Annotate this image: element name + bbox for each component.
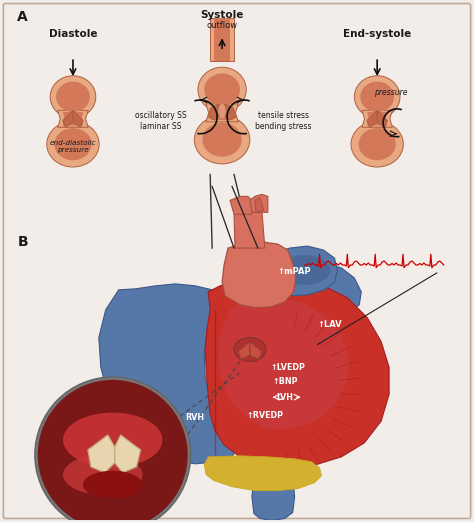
Text: pressure: pressure	[374, 89, 408, 98]
Text: ↑BNP: ↑BNP	[273, 377, 299, 386]
Text: ↑mPAP: ↑mPAP	[278, 267, 311, 277]
Polygon shape	[224, 104, 236, 120]
Ellipse shape	[56, 81, 90, 112]
Ellipse shape	[355, 76, 400, 118]
Text: B: B	[17, 235, 28, 249]
Text: A: A	[17, 10, 28, 25]
Ellipse shape	[234, 338, 266, 361]
Polygon shape	[205, 277, 389, 467]
Text: oscillatory SS
laminar SS: oscillatory SS laminar SS	[135, 111, 186, 130]
Ellipse shape	[202, 123, 242, 157]
Polygon shape	[362, 110, 392, 127]
Polygon shape	[73, 110, 83, 127]
Polygon shape	[206, 104, 238, 122]
Polygon shape	[99, 284, 238, 464]
Text: ↑RVEDP: ↑RVEDP	[246, 411, 283, 420]
Text: ↑LAV: ↑LAV	[317, 320, 342, 329]
Polygon shape	[255, 197, 264, 212]
Polygon shape	[211, 106, 233, 120]
Ellipse shape	[359, 128, 396, 160]
Ellipse shape	[351, 122, 403, 167]
Polygon shape	[238, 341, 250, 360]
Polygon shape	[214, 18, 230, 61]
Ellipse shape	[50, 76, 96, 118]
Polygon shape	[250, 341, 262, 360]
Text: Diastole: Diastole	[49, 29, 97, 39]
Ellipse shape	[204, 74, 240, 106]
Polygon shape	[270, 262, 361, 318]
Polygon shape	[367, 110, 377, 127]
Polygon shape	[222, 242, 296, 308]
Ellipse shape	[360, 81, 394, 112]
Ellipse shape	[219, 104, 226, 118]
Text: RVH: RVH	[186, 412, 205, 422]
Polygon shape	[63, 112, 83, 126]
Polygon shape	[209, 104, 220, 120]
Ellipse shape	[63, 412, 163, 467]
Ellipse shape	[198, 67, 246, 112]
Polygon shape	[377, 110, 387, 127]
Polygon shape	[63, 110, 73, 127]
Polygon shape	[250, 194, 268, 212]
Polygon shape	[218, 298, 349, 429]
Polygon shape	[115, 435, 141, 473]
Polygon shape	[367, 112, 387, 126]
Text: End-systole: End-systole	[343, 29, 411, 39]
Polygon shape	[88, 435, 115, 473]
Text: end-diastolic
pressure: end-diastolic pressure	[50, 140, 96, 153]
Circle shape	[37, 379, 188, 522]
Ellipse shape	[279, 255, 330, 285]
Polygon shape	[234, 210, 265, 248]
Text: ↑LVEDP: ↑LVEDP	[270, 363, 305, 372]
Polygon shape	[58, 110, 88, 127]
Ellipse shape	[55, 128, 91, 160]
Polygon shape	[230, 196, 252, 214]
Text: outflow: outflow	[207, 21, 237, 30]
Ellipse shape	[83, 471, 143, 499]
FancyBboxPatch shape	[3, 4, 471, 518]
Polygon shape	[252, 461, 295, 520]
Text: Systole: Systole	[201, 10, 244, 20]
Polygon shape	[204, 456, 321, 491]
Ellipse shape	[63, 455, 143, 495]
Polygon shape	[270, 246, 337, 296]
Text: LVH: LVH	[276, 393, 293, 402]
Polygon shape	[210, 18, 234, 61]
Ellipse shape	[47, 122, 99, 167]
Text: tensile stress
bending stress: tensile stress bending stress	[255, 111, 312, 130]
Circle shape	[35, 377, 190, 522]
Ellipse shape	[194, 115, 250, 164]
